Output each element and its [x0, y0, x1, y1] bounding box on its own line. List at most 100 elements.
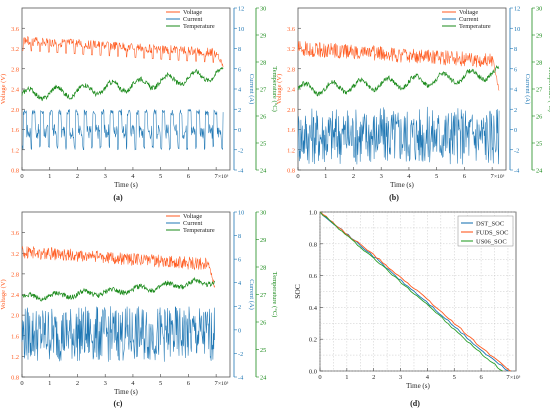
current-tick-label: 8: [238, 46, 241, 53]
current-tick-label: -2: [238, 147, 243, 154]
x-axis-label: Time (s): [114, 181, 138, 189]
voltage-tick-label: 3.2: [287, 46, 295, 53]
x-tick-label: 2: [76, 173, 79, 180]
panel-label: (c): [114, 399, 123, 408]
voltage-tick-label: 2.4: [287, 87, 296, 94]
voltage-tick-label: 3.2: [11, 251, 19, 258]
y-axis-label: SOC: [293, 284, 302, 299]
x-tick-label: 4: [426, 374, 430, 381]
current-series-line: [21, 306, 215, 362]
temperature-tick-label: 28: [260, 265, 266, 272]
y-tick-label: 0.6: [309, 273, 318, 280]
x-tick-label: 3: [104, 173, 107, 180]
legend: DST_SOC FUDS_SOC US06_SOC: [457, 215, 514, 247]
x-tick-label: 2: [352, 173, 355, 180]
voltage-tick-label: 3.6: [11, 230, 19, 237]
current-tick-label: 10: [514, 26, 520, 33]
legend-label-voltage: Voltage: [183, 213, 202, 220]
x-tick-label: 6: [187, 173, 191, 180]
voltage-tick-label: 3.6: [11, 26, 19, 33]
voltage-series-line: [297, 41, 500, 91]
current-axis-label: Current (A): [248, 74, 255, 105]
temperature-tick-label: 27: [260, 87, 266, 94]
y-tick-label: 0.0: [309, 369, 317, 376]
current-tick-label: 6: [238, 66, 241, 73]
temperature-tick-label: 30: [536, 6, 542, 13]
y-tick-label: 1.0: [309, 210, 317, 217]
x-tick-label: 7: [506, 374, 510, 381]
current-tick-label: -4: [238, 375, 244, 382]
temperature-tick-label: 26: [260, 320, 266, 327]
y-tick-label: 0.4: [309, 305, 318, 312]
voltage-tick-label: 1.2: [287, 147, 295, 154]
voltage-tick-label: 2.0: [287, 107, 295, 114]
x-tick-label: 0: [20, 173, 23, 180]
current-tick-label: 8: [238, 233, 241, 240]
voltage-tick-label: 2.8: [287, 66, 295, 73]
voltage-tick-label: 1.2: [11, 147, 19, 154]
temperature-series-line: [21, 66, 224, 102]
panel-a: 0.8 1.2 1.6 2.0 2.4 2.8 3.2 3.6 Voltage (V) -4 -2 0…: [0, 6, 278, 190]
voltage-series-line: [21, 36, 224, 68]
current-tick-label: 0: [238, 127, 241, 134]
x-tick-label: 6: [187, 380, 191, 387]
current-series-line: [297, 106, 500, 165]
legend-label-us06_soc: US06_SOC: [476, 238, 507, 245]
x-tick-label: 7: [491, 173, 495, 180]
voltage-tick-label: 2.4: [11, 87, 20, 94]
legend-label-voltage: Voltage: [459, 9, 478, 16]
temperature-tick-label: 26: [536, 114, 542, 121]
current-tick-label: 12: [514, 6, 520, 13]
panel-d: 0.0 0.2 0.4 0.6 0.8 1.0 0 1 2 3 4 5 6 7 ×10³ Time (s) SO…: [293, 210, 521, 391]
voltage-tick-label: 3.6: [287, 26, 295, 33]
x-tick-label: 0: [318, 374, 321, 381]
current-tick-label: 0: [514, 127, 517, 134]
panel-label: (d): [410, 399, 420, 408]
panel-c: 0.8 1.2 1.6 2.0 2.4 2.8 3.2 3.6 Voltage (V) -4 -2 0…: [0, 210, 278, 397]
x-tick-label: 4: [407, 173, 411, 180]
x-multiplier: ×10³: [218, 381, 229, 387]
plot-frame: [21, 211, 231, 378]
voltage-axis-label: Voltage (V): [276, 74, 283, 104]
current-tick-label: 4: [514, 87, 518, 94]
current-tick-label: 6: [514, 66, 517, 73]
voltage-axis-label: Voltage (V): [0, 74, 7, 104]
x-tick-label: 5: [159, 380, 162, 387]
x-multiplier: ×10³: [494, 174, 505, 180]
y-tick-label: 0.8: [309, 241, 317, 248]
current-axis-label: Current (A): [524, 74, 531, 105]
plot-frame: [21, 7, 231, 171]
current-tick-label: 8: [514, 46, 517, 53]
temperature-axis-label: Temperature (°C): [271, 66, 278, 112]
x-tick-label: 1: [324, 173, 327, 180]
temperature-tick-label: 28: [536, 60, 542, 67]
temperature-tick-label: 30: [260, 210, 266, 217]
voltage-tick-label: 1.6: [11, 333, 19, 340]
voltage-tick-label: 1.6: [287, 127, 295, 134]
temperature-tick-label: 25: [260, 141, 266, 148]
voltage-tick-label: 2.8: [11, 66, 19, 73]
legend-label-temperature: Temperature: [183, 227, 215, 234]
current-tick-label: -4: [238, 168, 244, 175]
current-tick-label: 4: [238, 87, 242, 94]
voltage-tick-label: 0.8: [11, 168, 19, 175]
soc-series-line-us06_soc: [319, 211, 503, 372]
panel-label: (a): [113, 193, 123, 202]
current-tick-label: -2: [514, 147, 519, 154]
current-series-line: [21, 108, 224, 151]
x-tick-label: 1: [48, 380, 51, 387]
voltage-tick-label: 2.0: [11, 107, 19, 114]
x-tick-label: 6: [479, 374, 483, 381]
temperature-tick-label: 27: [536, 87, 542, 94]
x-tick-label: 1: [48, 173, 51, 180]
current-axis-label: Current (A): [248, 279, 255, 310]
x-tick-label: 2: [372, 374, 375, 381]
x-tick-label: 7: [215, 173, 219, 180]
legend-label-temperature: Temperature: [183, 23, 215, 30]
x-tick-label: 3: [380, 173, 383, 180]
x-axis-label: Time (s): [406, 382, 430, 390]
x-axis-label: Time (s): [390, 181, 414, 189]
